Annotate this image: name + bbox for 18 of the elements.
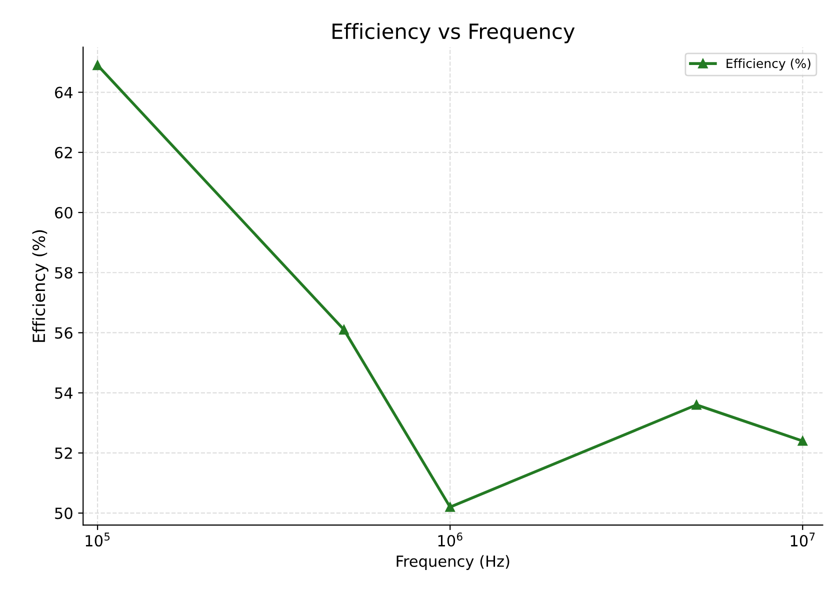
y-tick-label: 50 — [55, 508, 72, 520]
y-tick-label: 54 — [55, 388, 73, 399]
chart-title: Efficiency vs Frequency — [332, 23, 575, 44]
x-tick-label: 10$^{5}$ — [86, 532, 110, 547]
x-tick-label: 10$^{7}$ — [790, 532, 815, 547]
y-axis-title: Efficiency (%) — [32, 230, 48, 342]
point — [92, 60, 102, 70]
y-tick-label: 58 — [55, 267, 72, 279]
x-tick-label: 10$^{6}$ — [438, 532, 462, 547]
y-tick-label: 60 — [55, 206, 72, 219]
y-tick-label: 64 — [55, 86, 73, 98]
y-tick-label: 52 — [55, 447, 72, 459]
legend-label: Efficiency (%) — [726, 58, 810, 71]
point — [445, 502, 455, 512]
point — [798, 436, 808, 446]
x-axis-title: Frequency (Hz) — [396, 555, 510, 570]
y-tick-label: 62 — [55, 146, 72, 158]
y-tick-label: 56 — [55, 327, 72, 339]
